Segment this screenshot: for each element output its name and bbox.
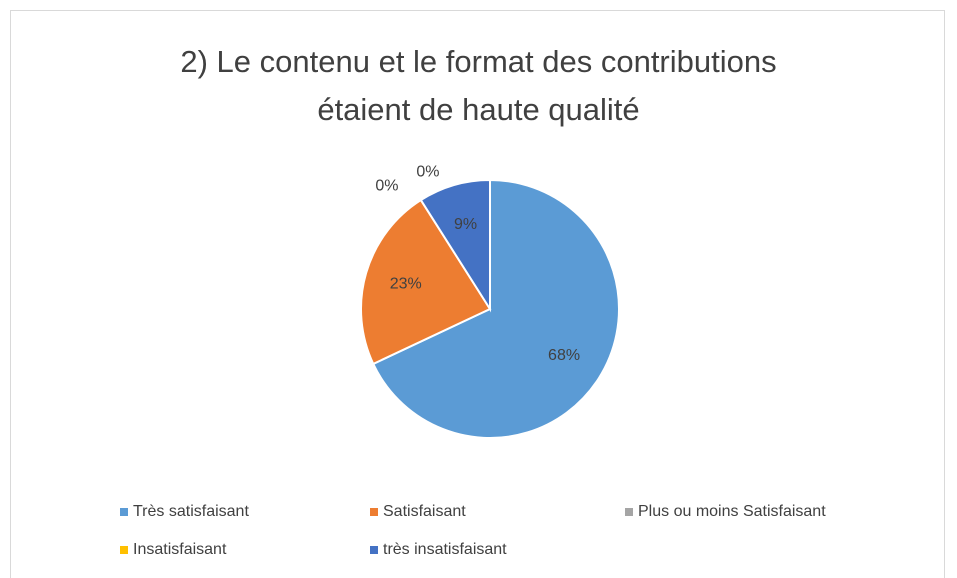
data-label: 0% [416, 163, 439, 180]
pie-slice [371, 178, 620, 439]
data-label: 23% [390, 276, 422, 293]
legend-marker [370, 546, 378, 554]
legend-label: Plus ou moins Satisfaisant [638, 503, 826, 520]
data-label: 68% [548, 347, 580, 364]
data-label: 0% [375, 177, 398, 194]
legend-label: Très satisfaisant [133, 503, 249, 520]
legend-marker [625, 508, 633, 516]
legend-marker [120, 508, 128, 516]
pie-slice [419, 178, 491, 313]
chart-frame [10, 10, 945, 578]
legend-label: Insatisfaisant [133, 541, 227, 558]
chart-title: 2) Le contenu et le format des contribut… [180, 44, 777, 127]
legend-marker [370, 508, 378, 516]
legend-label: Satisfaisant [383, 503, 466, 520]
pie-slice [360, 198, 492, 366]
legend-label: très insatisfaisant [383, 541, 507, 558]
data-label: 9% [454, 216, 477, 233]
legend-marker [120, 546, 128, 554]
